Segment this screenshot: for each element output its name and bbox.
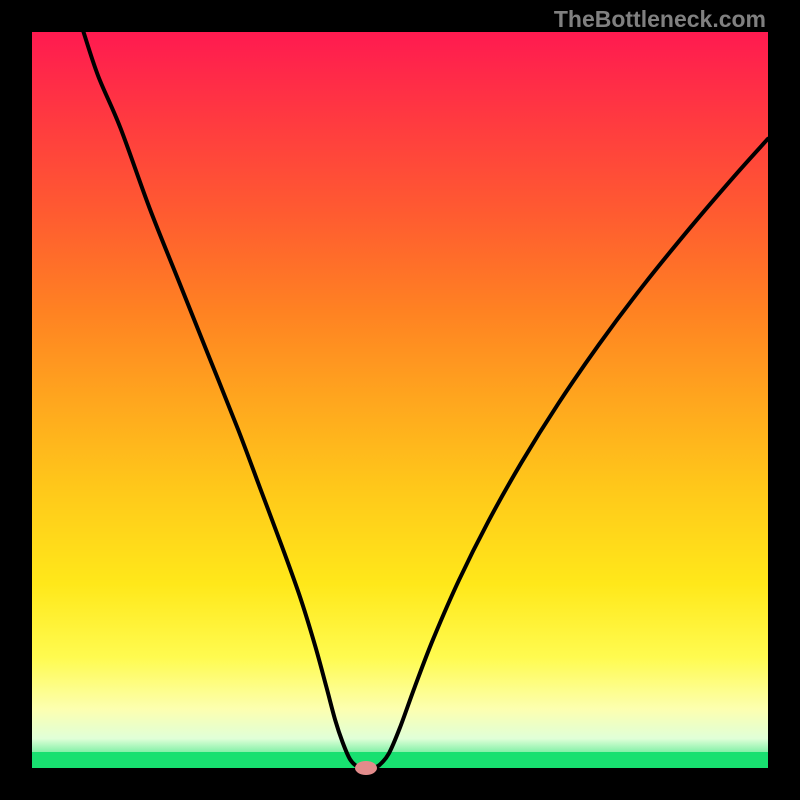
plot-bottom-band	[32, 752, 768, 768]
watermark-text: TheBottleneck.com	[554, 6, 766, 33]
chart-container: TheBottleneck.com	[0, 0, 800, 800]
minimum-marker	[355, 761, 377, 775]
plot-area	[32, 32, 768, 768]
